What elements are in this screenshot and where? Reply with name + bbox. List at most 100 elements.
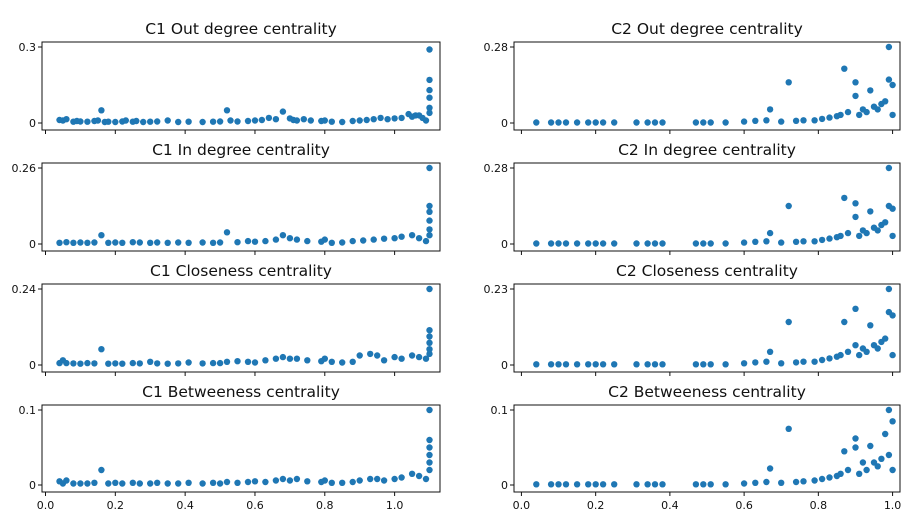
data-point xyxy=(740,239,748,246)
data-point xyxy=(339,239,346,246)
data-point xyxy=(216,359,224,367)
data-point xyxy=(140,118,147,126)
y-tick-label: 0.28 xyxy=(484,41,509,54)
data-point xyxy=(426,164,433,172)
data-point xyxy=(752,359,759,366)
data-point xyxy=(651,361,659,368)
data-point xyxy=(852,79,859,86)
data-point xyxy=(841,194,848,202)
data-point xyxy=(707,119,714,126)
data-point xyxy=(659,361,666,368)
data-point xyxy=(766,465,774,472)
data-point xyxy=(279,108,287,115)
data-point xyxy=(398,355,405,362)
subplot-c2-betweeness-centrality: C2 Betweeness centrality 0 0.1 0.0 0.2 0.4 0.6… xyxy=(491,383,902,512)
data-point xyxy=(279,353,287,361)
data-point xyxy=(133,117,140,125)
y-tick-label: 0.24 xyxy=(12,283,37,296)
data-point xyxy=(533,481,540,488)
data-point xyxy=(415,472,423,480)
data-point xyxy=(874,106,881,113)
data-point xyxy=(321,355,328,362)
data-point xyxy=(279,232,287,239)
data-point xyxy=(885,164,893,172)
data-point xyxy=(321,477,328,484)
data-point xyxy=(91,239,98,246)
data-point xyxy=(426,285,433,293)
data-point xyxy=(360,237,367,244)
data-point xyxy=(380,357,388,364)
data-point xyxy=(94,117,102,124)
x-tick-label: 0.0 xyxy=(513,499,531,512)
data-point xyxy=(852,444,859,451)
data-point xyxy=(778,118,785,125)
plot-frame xyxy=(41,283,441,373)
data-point xyxy=(562,361,570,368)
data-point xyxy=(209,118,217,125)
data-point xyxy=(573,240,581,247)
data-point xyxy=(112,479,119,486)
data-point xyxy=(422,117,430,124)
subplot-c2-in-degree-centrality: C2 In degree centrality 0 0.28 xyxy=(484,141,901,255)
data-point xyxy=(707,481,714,488)
data-point xyxy=(367,475,374,483)
x-tick-label: 1.0 xyxy=(386,499,404,512)
data-point xyxy=(547,240,555,247)
data-point xyxy=(175,360,182,367)
data-point xyxy=(426,109,433,117)
data-point xyxy=(426,76,433,84)
y-tick-label: 0.1 xyxy=(491,404,509,417)
data-point xyxy=(692,361,700,368)
data-point xyxy=(722,119,729,126)
data-point xyxy=(105,360,112,367)
x-tick-label: 0.0 xyxy=(37,499,55,512)
data-point xyxy=(119,360,126,367)
data-point xyxy=(154,479,161,486)
data-point xyxy=(223,478,231,486)
data-point xyxy=(844,229,852,237)
data-point xyxy=(98,466,105,474)
data-point xyxy=(398,114,405,122)
data-point xyxy=(321,236,328,243)
data-point xyxy=(644,361,651,368)
plot-frame xyxy=(41,41,441,131)
data-point xyxy=(175,480,182,487)
data-point xyxy=(367,350,374,358)
data-point xyxy=(659,119,666,126)
data-point xyxy=(841,65,848,72)
data-point xyxy=(856,351,863,359)
data-point xyxy=(77,118,84,125)
data-point xyxy=(867,442,874,450)
x-tick-label: 0.6 xyxy=(735,499,753,512)
data-point xyxy=(841,448,848,455)
subplot-title: C1 Closeness centrality xyxy=(150,262,332,280)
data-point xyxy=(426,94,433,101)
data-point xyxy=(251,478,259,485)
data-point xyxy=(740,360,748,367)
y-tick-label: 0 xyxy=(501,359,508,372)
data-point xyxy=(555,361,562,368)
data-point xyxy=(785,202,792,210)
data-point xyxy=(209,359,217,367)
data-point xyxy=(349,237,356,245)
data-point xyxy=(882,219,889,226)
x-tick-label: 0.6 xyxy=(246,499,264,512)
plot-frame xyxy=(513,283,901,373)
data-point xyxy=(852,213,859,221)
data-point xyxy=(216,118,224,125)
data-point xyxy=(651,240,659,247)
subplot-title: C1 Betweeness centrality xyxy=(142,383,340,401)
data-point xyxy=(209,479,217,486)
data-point xyxy=(136,239,143,246)
data-point xyxy=(547,119,555,126)
data-point xyxy=(692,240,700,247)
data-point xyxy=(374,352,381,359)
data-point xyxy=(112,118,119,126)
data-point xyxy=(752,117,759,125)
data-point xyxy=(818,115,826,123)
data-point xyxy=(426,202,433,210)
data-point xyxy=(644,240,651,247)
data-point xyxy=(555,240,562,247)
data-point xyxy=(889,466,896,474)
data-point xyxy=(129,239,136,246)
